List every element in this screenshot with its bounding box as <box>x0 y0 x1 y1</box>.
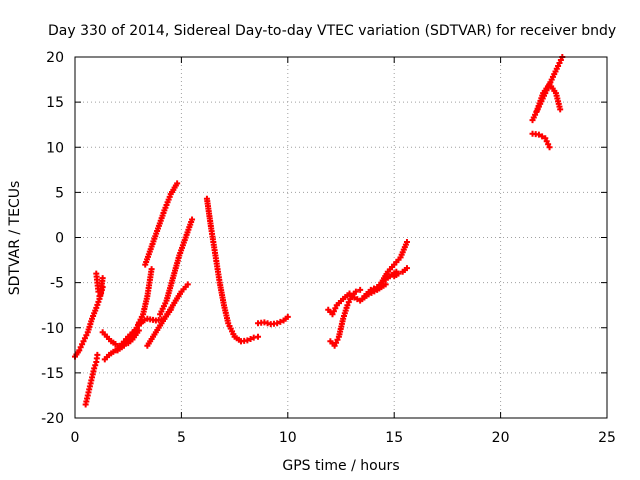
y-tick-label: -5 <box>50 276 64 292</box>
data-point <box>542 135 549 142</box>
grid-lines <box>75 57 607 418</box>
data-point <box>255 333 262 340</box>
data-point <box>403 265 410 272</box>
data-point <box>352 288 359 295</box>
y-tick-label: -20 <box>41 411 64 427</box>
y-tick-label: 0 <box>55 231 64 247</box>
series-arc-13 <box>255 313 291 328</box>
x-tick-label: 25 <box>598 430 616 446</box>
series-arc-10 <box>144 281 191 349</box>
data-point-interp <box>333 339 340 346</box>
data-point-interp <box>79 341 86 348</box>
data-point <box>535 131 542 138</box>
data-point <box>546 144 553 151</box>
data-point <box>94 351 101 358</box>
data-point <box>382 281 389 288</box>
x-tick-label: 10 <box>279 430 297 446</box>
data-point-interp <box>370 285 377 292</box>
data-point-interp <box>247 336 254 343</box>
data-point-interp <box>95 298 102 305</box>
data-point <box>367 286 374 293</box>
series-arc-21 <box>533 81 564 115</box>
series-arc-3 <box>93 270 106 300</box>
series-arc-14 <box>325 290 353 318</box>
data-point <box>557 106 564 113</box>
y-axis-label: SDTVAR / TECUs <box>7 181 23 296</box>
series-arc-18 <box>378 239 410 286</box>
series-arc-12 <box>237 333 262 345</box>
data-point-interp <box>83 332 90 339</box>
data-point <box>403 239 410 246</box>
data-point <box>244 337 251 344</box>
data-point <box>395 270 402 277</box>
data-point <box>344 302 351 309</box>
x-tick-label: 0 <box>71 430 80 446</box>
data-point-interp <box>94 301 101 308</box>
data-point-interp <box>556 60 563 67</box>
data-point-interp <box>332 305 339 312</box>
axis-tick-labels: 0 5 10 15 20 25 -20 -15 -10 -5 0 5 10 15 20 <box>41 50 616 446</box>
data-point <box>189 216 196 223</box>
data-points <box>72 54 566 408</box>
x-tick-label: 5 <box>177 430 186 446</box>
data-point-interp <box>347 296 354 303</box>
data-point <box>284 313 291 320</box>
data-point <box>274 320 281 327</box>
data-point-interp <box>545 141 552 148</box>
series-arc-7 <box>142 180 181 268</box>
x-axis-label: GPS time / hours <box>282 458 399 474</box>
y-tick-label: -15 <box>41 366 64 382</box>
data-point <box>329 311 336 318</box>
series-arc-2 <box>82 351 101 408</box>
data-point-interp <box>277 318 284 325</box>
x-tick-label: 20 <box>492 430 510 446</box>
chart-title: Day 330 of 2014, Sidereal Day-to-day VTE… <box>48 23 616 39</box>
data-point <box>91 365 98 372</box>
data-point-interp <box>539 133 546 140</box>
data-point <box>184 281 191 288</box>
series-arc-22 <box>529 130 553 151</box>
data-point-interp <box>345 299 352 306</box>
data-point-interp <box>81 335 88 342</box>
series-arc-19 <box>391 265 410 280</box>
x-tick-label: 15 <box>385 430 403 446</box>
data-point <box>80 338 87 345</box>
data-point-interp <box>557 57 564 64</box>
data-point-interp <box>330 308 337 315</box>
series-arc-9 <box>157 216 196 318</box>
y-tick-label: -10 <box>41 321 64 337</box>
y-tick-label: 15 <box>46 95 64 111</box>
data-point <box>174 180 181 187</box>
data-point-interp <box>334 336 341 343</box>
data-point-interp <box>543 138 550 145</box>
y-tick-label: 20 <box>46 50 64 66</box>
axis-ticks <box>74 56 608 419</box>
data-point <box>331 342 338 349</box>
data-point <box>99 275 106 282</box>
data-point <box>112 340 119 347</box>
data-point <box>357 286 364 293</box>
y-tick-label: 5 <box>55 185 64 201</box>
data-point <box>148 266 155 273</box>
data-point-interp <box>77 344 84 351</box>
series-arc-11 <box>203 195 244 345</box>
data-point <box>76 347 83 354</box>
data-point <box>555 63 562 70</box>
data-point <box>93 304 100 311</box>
data-point-interp <box>92 362 99 369</box>
y-tick-label: 10 <box>46 140 64 156</box>
